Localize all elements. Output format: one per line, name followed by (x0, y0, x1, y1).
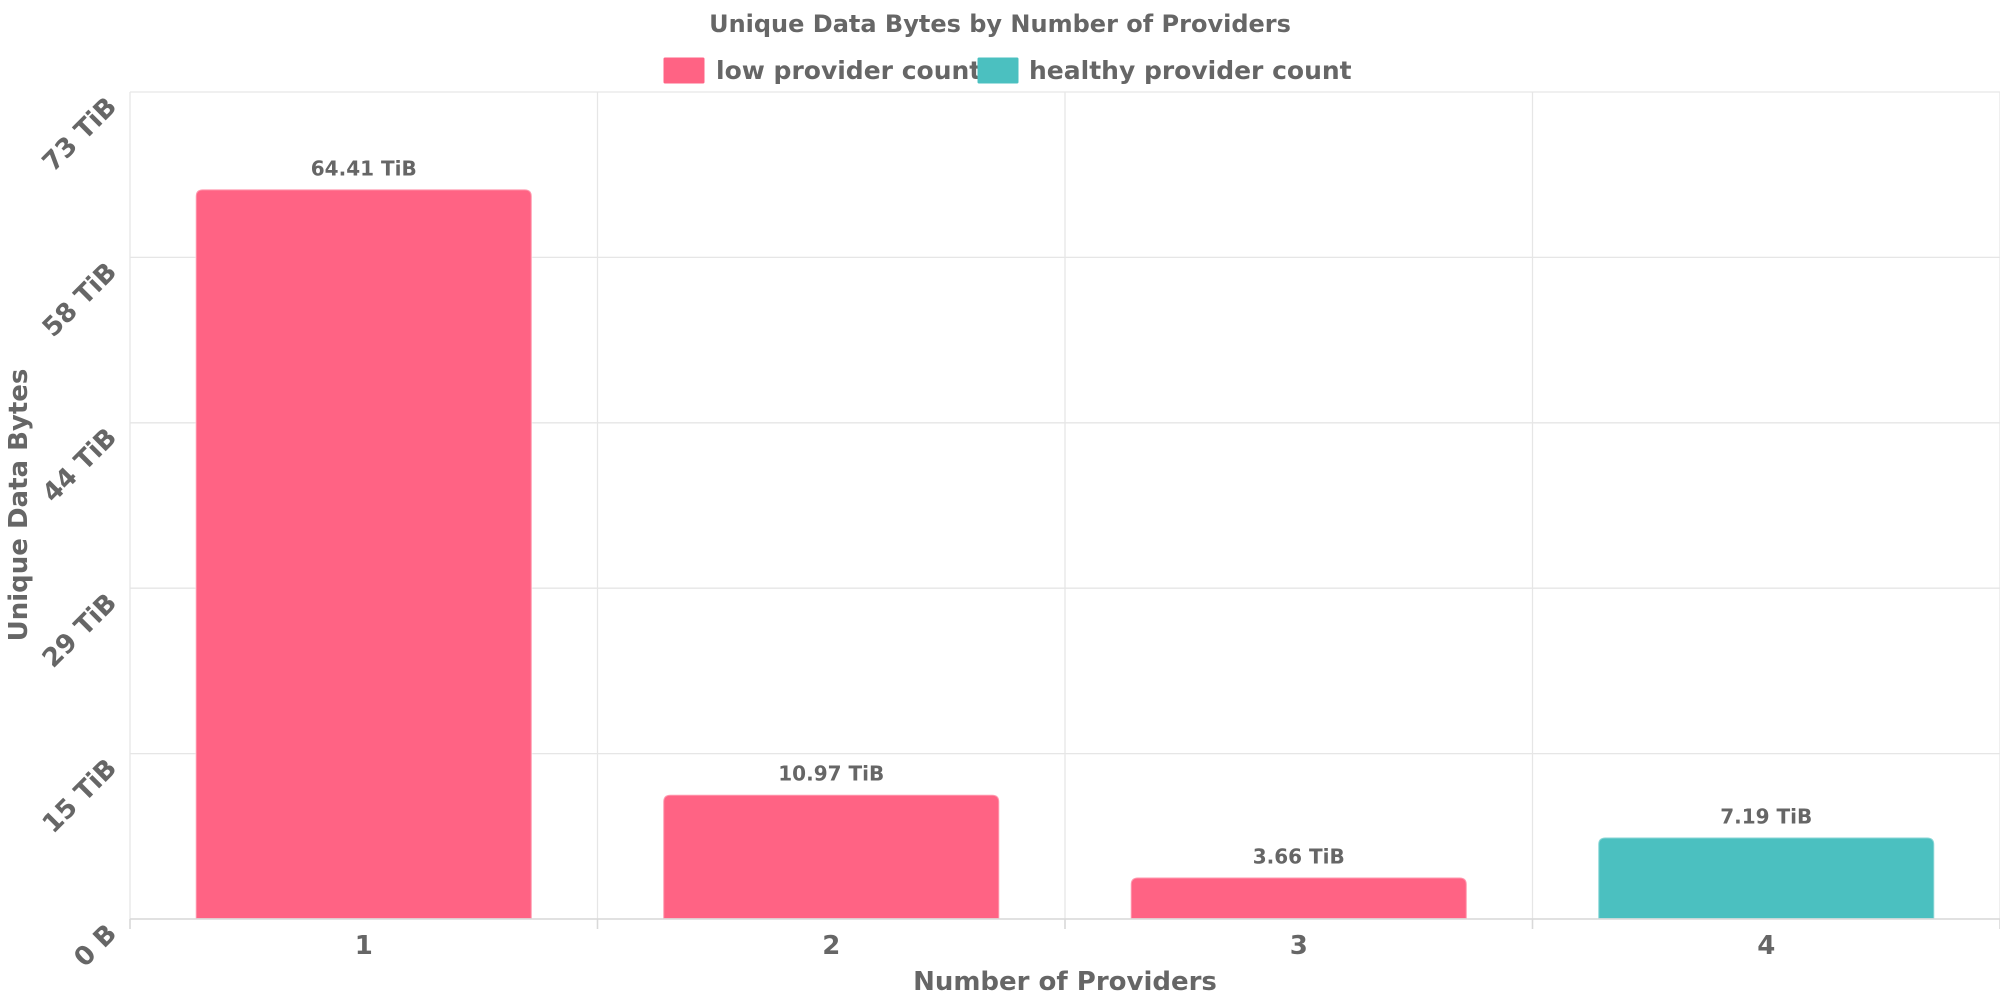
x-tick-label-2: 2 (822, 931, 840, 961)
x-tick-label-1: 1 (355, 931, 373, 961)
y-axis-title: Unique Data Bytes (4, 369, 34, 642)
bar-1[interactable] (194, 188, 533, 920)
chart-title: Unique Data Bytes by Number of Providers (709, 10, 1291, 38)
data-label-2: 10.97 TiB (778, 762, 884, 786)
data-labels: 64.41 TiB 10.97 TiB 3.66 TiB 7.19 TiB (311, 156, 1813, 868)
x-axis-title: Number of Providers (913, 967, 1217, 997)
x-axis-ticks: 1 2 3 4 (355, 931, 1776, 961)
legend: low provider count healthy provider coun… (663, 56, 1352, 85)
data-label-1: 64.41 TiB (311, 156, 417, 180)
bar-4[interactable] (1597, 836, 1936, 920)
data-label-4: 7.19 TiB (1720, 805, 1812, 829)
bar-3[interactable] (1129, 876, 1468, 920)
y-tick-label-0: 0 B (69, 919, 123, 973)
legend-swatch-low[interactable] (663, 57, 705, 84)
y-axis-ticks: 0 B 15 TiB 29 TiB 44 TiB 58 TiB 73 TiB (37, 92, 123, 973)
legend-label-healthy[interactable]: healthy provider count (1029, 56, 1352, 85)
y-tick-label-2: 29 TiB (37, 588, 123, 674)
x-tick-label-4: 4 (1757, 931, 1775, 961)
y-tick-label-3: 44 TiB (37, 423, 123, 509)
data-label-3: 3.66 TiB (1253, 845, 1345, 869)
y-tick-label-5: 73 TiB (37, 92, 123, 178)
legend-label-low[interactable]: low provider count (716, 56, 981, 85)
bar-2[interactable] (662, 793, 1001, 920)
y-tick-label-4: 58 TiB (37, 257, 123, 343)
legend-swatch-healthy[interactable] (977, 57, 1019, 84)
bars (194, 188, 1936, 920)
y-tick-label-1: 15 TiB (37, 753, 123, 839)
x-tick-label-3: 3 (1290, 931, 1308, 961)
